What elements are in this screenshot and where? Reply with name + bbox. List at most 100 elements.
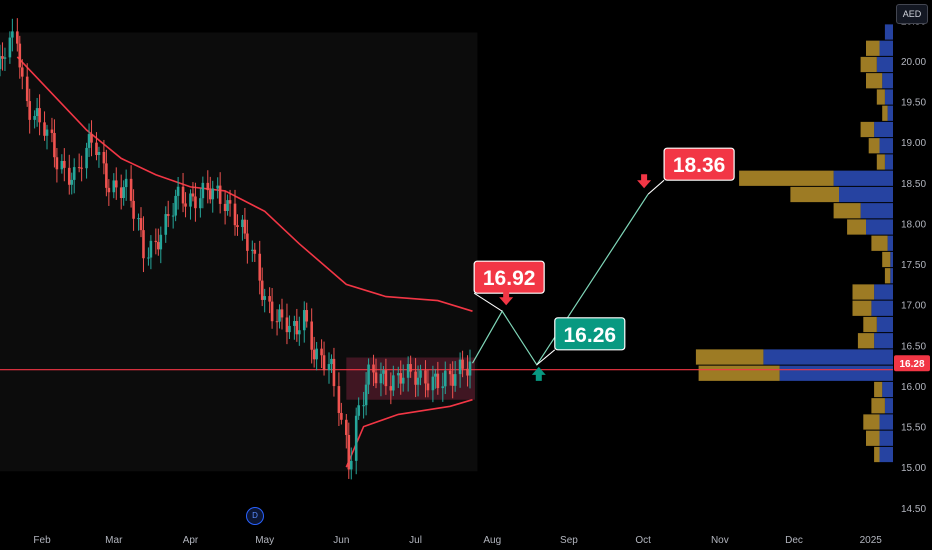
candle-body [416, 377, 420, 385]
currency-selector[interactable]: AED [896, 4, 928, 24]
candle-body [105, 163, 108, 188]
candle-body [392, 375, 395, 391]
candle-body [243, 219, 247, 234]
vp-bar-up [871, 398, 885, 414]
vp-bar-down [879, 40, 893, 56]
vp-bar-up [698, 365, 780, 381]
candle-body [310, 321, 313, 350]
candle-body [0, 56, 2, 70]
candle-body [330, 358, 333, 365]
candle-body [119, 187, 123, 199]
current-price-label: 16.28 [899, 359, 924, 370]
x-tick-label: Mar [105, 535, 123, 546]
candle-body [63, 160, 66, 168]
candle-body [124, 178, 128, 188]
moving-average-line [16, 56, 473, 312]
vp-bar-up [876, 154, 885, 170]
candle-body [302, 310, 306, 331]
candle-body [441, 386, 445, 389]
candle-body [142, 230, 145, 259]
candle-body [45, 129, 49, 136]
x-tick-label: Apr [183, 535, 199, 546]
vp-bar-down [876, 316, 893, 333]
candle-body [288, 325, 291, 333]
x-tick-label: Oct [635, 535, 651, 546]
candle-body [149, 240, 153, 258]
candle-body [451, 374, 454, 386]
y-axis[interactable]: 20.5020.0019.5019.0018.5018.0017.5017.00… [894, 16, 930, 515]
candle-body [374, 372, 378, 384]
vp-bar-down [890, 251, 893, 268]
candle-body [191, 193, 195, 197]
projection-path[interactable] [471, 193, 649, 366]
candle-body [174, 195, 177, 216]
candle-body [263, 296, 266, 300]
vp-bar-up [866, 73, 883, 89]
y-tick-label: 15.00 [901, 463, 926, 474]
y-tick-label: 17.00 [901, 301, 926, 312]
vp-bar-down [874, 333, 893, 349]
candle-body [53, 132, 56, 158]
x-tick-label: Nov [711, 535, 729, 546]
vp-bar-down [882, 381, 893, 398]
x-axis[interactable]: Feb Mar Apr May Jun Jul Aug Sep Oct Nov Dec 2025 [33, 535, 882, 546]
volume-profile [695, 24, 893, 463]
candle-body [60, 160, 64, 170]
candle-body [206, 182, 210, 191]
candle-body [270, 301, 274, 322]
candle-body [176, 186, 180, 196]
candle-body [132, 200, 135, 219]
candle-body [208, 190, 212, 200]
vp-bar-up [876, 89, 885, 105]
y-tick-label: 20.00 [901, 57, 926, 68]
candle-body [72, 167, 76, 180]
candle-body [278, 309, 281, 322]
y-tick-label: 16.00 [901, 382, 926, 393]
vp-bar-up [852, 284, 875, 300]
y-tick-label: 18.50 [901, 179, 926, 190]
candle-body [322, 355, 326, 371]
arrow-up-icon [531, 366, 546, 381]
candle-body [114, 180, 118, 188]
vp-bar-down [839, 186, 893, 203]
candle-body [453, 374, 457, 386]
candle-body [129, 178, 133, 201]
callout-box[interactable] [663, 147, 735, 181]
candle-body [201, 182, 205, 199]
candle-body [50, 129, 54, 133]
candle-body [367, 364, 370, 385]
candle-body [211, 188, 215, 200]
candle-body [122, 187, 125, 199]
x-tick-label: Jun [333, 535, 349, 546]
candle-body [25, 76, 29, 102]
candle-body [293, 321, 296, 326]
dividend-event-badge[interactable]: D [246, 507, 264, 525]
candle-body [275, 321, 279, 323]
candle-body [139, 218, 143, 231]
candle-body [419, 370, 422, 378]
candle-body [80, 167, 83, 169]
candle-body [431, 376, 435, 391]
candle-body [112, 180, 116, 193]
vp-bar-down [833, 170, 893, 186]
callout-box[interactable] [554, 317, 626, 351]
candle-body [181, 186, 185, 204]
x-tick-label: Dec [785, 535, 803, 546]
vp-bar-up [860, 121, 875, 138]
candle-body [332, 358, 336, 387]
candle-body [448, 370, 452, 375]
vp-bar-up [863, 414, 880, 430]
candle-body [55, 157, 59, 170]
y-tick-label: 16.50 [901, 341, 926, 352]
candle-body [315, 348, 318, 360]
candle-body [3, 57, 7, 59]
vp-bar-down [884, 89, 893, 105]
x-tick-label: Sep [560, 535, 578, 546]
candle-body [70, 179, 74, 185]
vp-bar-up [833, 203, 861, 219]
vp-bar-down [874, 121, 893, 138]
x-tick-label: May [255, 535, 274, 546]
candle-body [389, 386, 393, 391]
candle-body [226, 200, 229, 211]
